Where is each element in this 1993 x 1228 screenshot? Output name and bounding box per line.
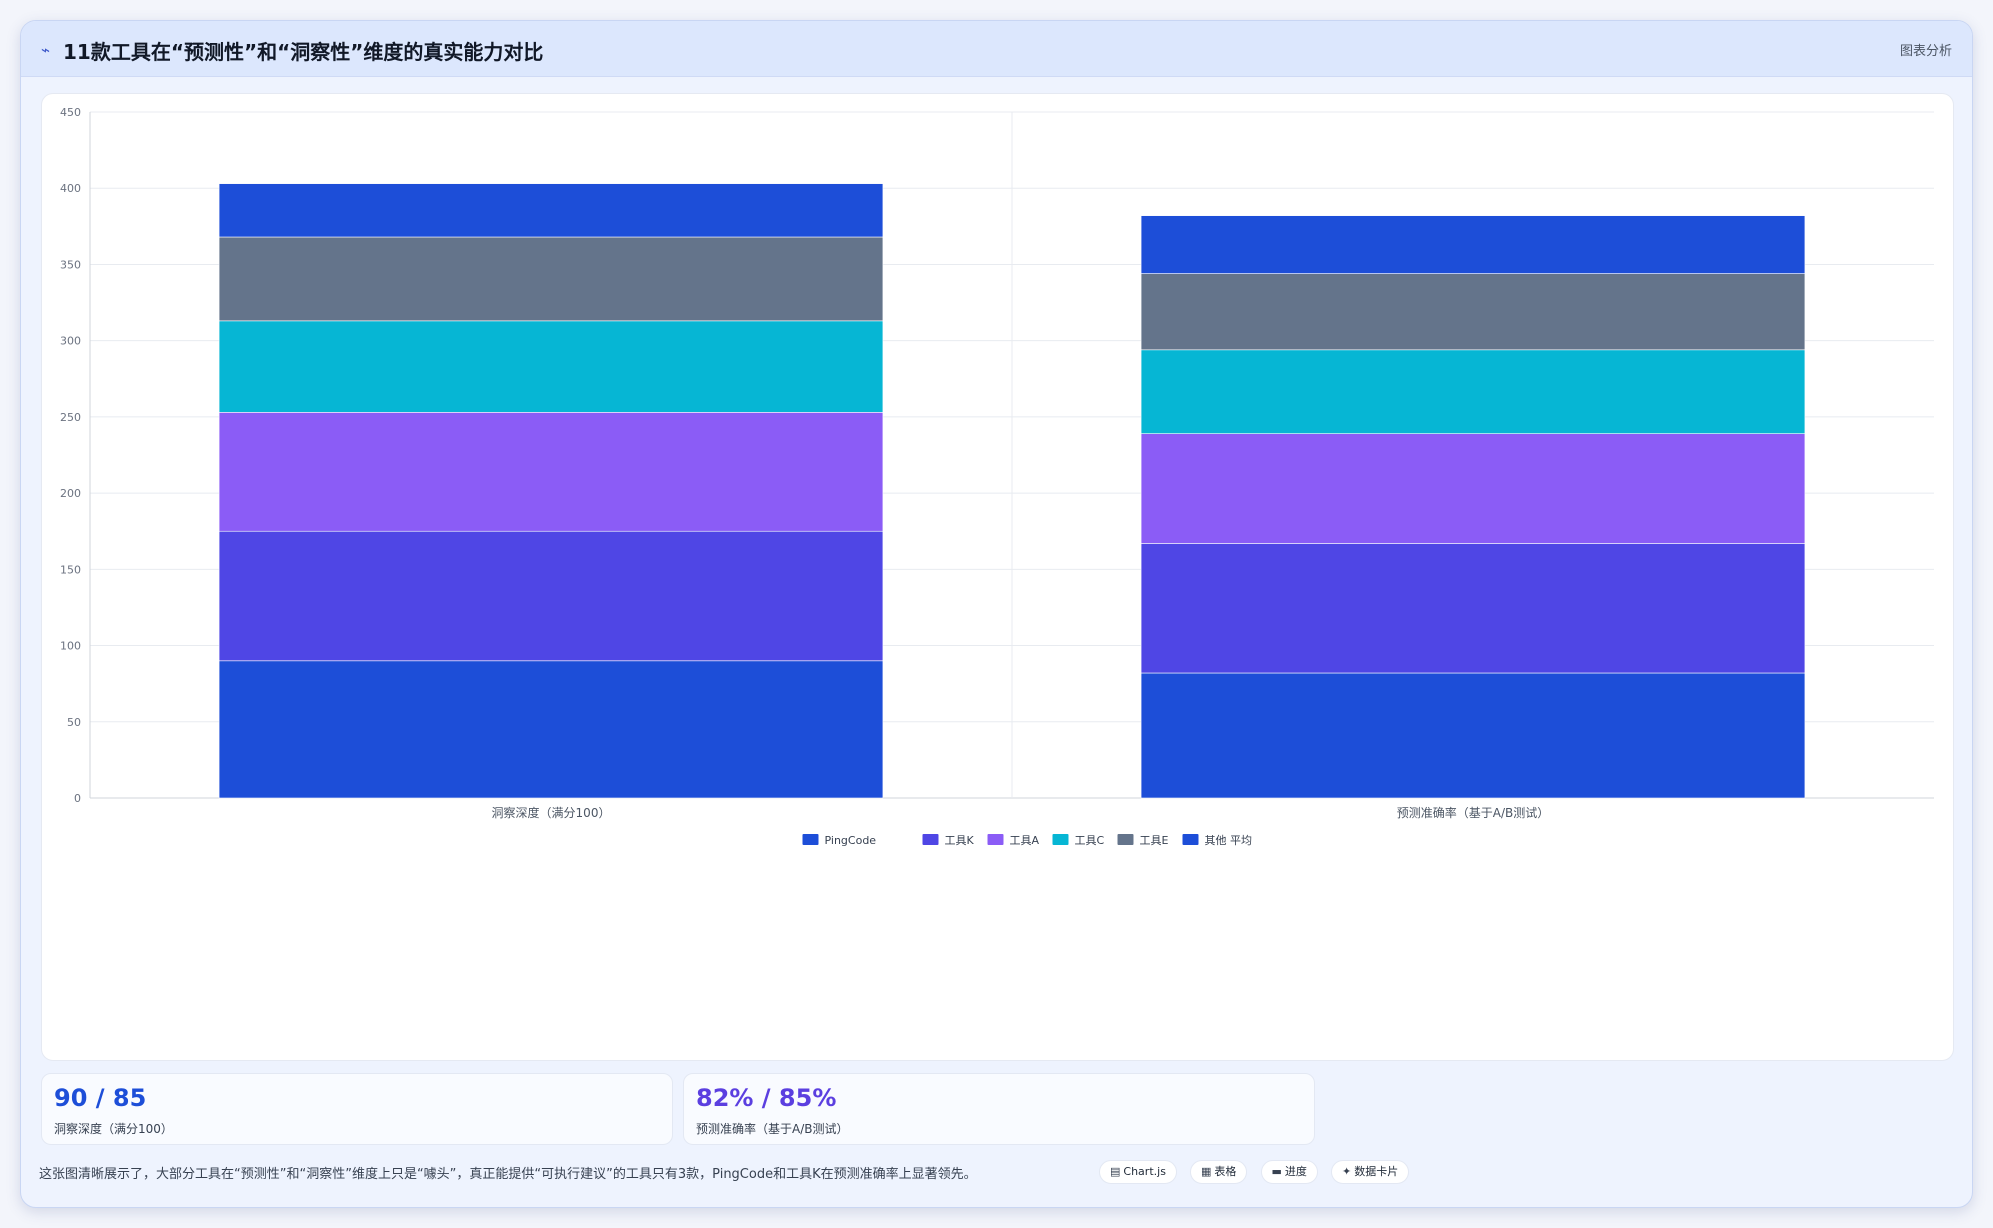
table-icon: ▦ [1201, 1165, 1212, 1178]
summary-note: 这张图清晰展示了，大部分工具在“预测性”和“洞察性”维度上只是“噱头”，真正能提… [39, 1167, 977, 1182]
stat-label: 洞察深度（满分100） [54, 1122, 173, 1136]
y-tick-label: 350 [60, 258, 81, 271]
pill-progress[interactable]: ▬ 进度 [1260, 1160, 1318, 1184]
y-tick-label: 150 [60, 563, 81, 576]
bar-segment [218, 530, 884, 662]
x-tick-label: 预测准确率（基于A/B测试） [1397, 805, 1550, 820]
y-tick-label: 200 [60, 487, 81, 500]
legend-label: 工具A [1010, 834, 1040, 847]
legend-label: 工具E [1140, 834, 1169, 847]
chart-icon: ⌁ [41, 41, 51, 59]
tag-pills: ▤ Chart.js ▦ 表格 ▬ 进度 ✦ 数据卡片 [1099, 1160, 1417, 1186]
legend-label: PingCode [825, 834, 877, 847]
legend-swatch [802, 834, 819, 845]
y-tick-label: 450 [60, 106, 81, 119]
sparkle-icon: ✦ [1342, 1165, 1352, 1178]
card-header: ⌁ 11款工具在“预测性”和“洞察性”维度的真实能力对比 图表分析 [21, 21, 1972, 77]
stat-value: 82% / 85% [696, 1084, 837, 1112]
bar-segment [218, 236, 884, 322]
bar-segment [218, 412, 884, 532]
stat-value: 90 / 85 [54, 1084, 147, 1112]
bar-segment [1140, 433, 1806, 544]
chart-icon: ▤ [1110, 1165, 1121, 1178]
legend-swatch [1117, 834, 1134, 845]
bar-segment [1140, 215, 1806, 274]
stat-label: 预测准确率（基于A/B测试） [696, 1122, 849, 1136]
stat-card-accuracy: 82% / 85% 预测准确率（基于A/B测试） [683, 1073, 1315, 1145]
y-tick-label: 250 [60, 411, 81, 424]
bar-segment [1140, 543, 1806, 674]
pill-data-card[interactable]: ✦ 数据卡片 [1331, 1160, 1410, 1184]
bar-segment [1140, 349, 1806, 434]
y-tick-label: 100 [60, 640, 81, 653]
x-tick-label: 洞察深度（满分100） [492, 805, 611, 820]
legend-label: 其他 平均 [1205, 834, 1253, 847]
legend-swatch [922, 834, 939, 845]
legend-swatch [1182, 834, 1199, 845]
header-tag: 图表分析 [1899, 44, 1952, 59]
stacked-bar-chart: 0 50 100 150 200 250 300 350 400 450 洞察深度（满分100） 预测… [60, 106, 1934, 847]
bar-segment [218, 320, 884, 413]
legend-label: 工具K [945, 834, 975, 847]
bar-segment [218, 183, 884, 238]
stat-card-insight: 90 / 85 洞察深度（满分100） [41, 1073, 673, 1145]
legend-label: 工具C [1075, 834, 1105, 847]
page-title: 11款工具在“预测性”和“洞察性”维度的真实能力对比 [63, 40, 544, 64]
y-tick-label: 50 [67, 716, 81, 729]
progress-icon: ▬ [1271, 1165, 1282, 1178]
y-tick-label: 0 [74, 792, 81, 805]
legend-swatch [1052, 834, 1069, 845]
y-tick-label: 400 [60, 182, 81, 195]
pill-table[interactable]: ▦ 表格 [1190, 1160, 1248, 1184]
y-tick-label: 300 [60, 335, 81, 348]
bar-segment [1140, 273, 1806, 351]
pill-chartjs[interactable]: ▤ Chart.js [1099, 1160, 1177, 1184]
chart-panel: 0 50 100 150 200 250 300 350 400 450 洞察深度（满分100） 预测… [41, 93, 1954, 1061]
chart-card: ⌁ 11款工具在“预测性”和“洞察性”维度的真实能力对比 图表分析 0 50 100… [20, 20, 1973, 1208]
bar-segment [218, 660, 884, 799]
legend-swatch [987, 834, 1004, 845]
bar-segment [1140, 672, 1806, 799]
